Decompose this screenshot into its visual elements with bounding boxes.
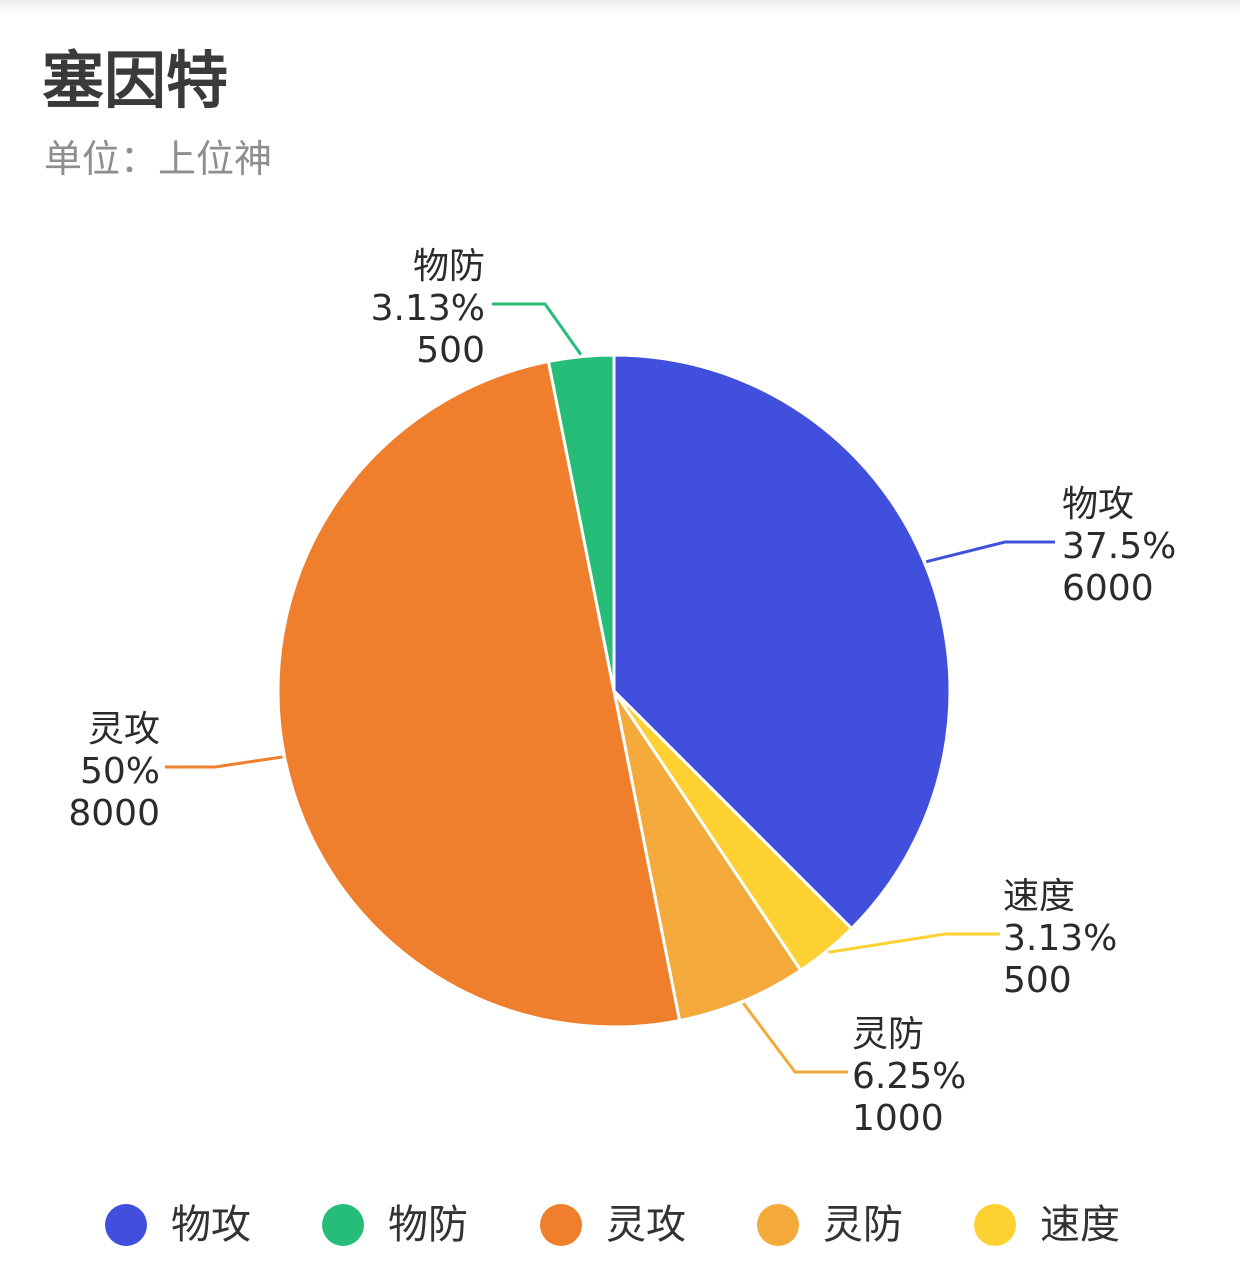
- slice-label-value-1: 6000: [1062, 568, 1154, 609]
- legend-label-3: 灵攻: [606, 1202, 686, 1248]
- slice-label-percent-4: 50%: [80, 751, 160, 792]
- legend: 物攻 物防 灵攻 灵防 速度: [0, 1195, 1240, 1255]
- pie-slice-4[interactable]: [278, 361, 680, 1027]
- slice-label-percent-3: 6.25%: [852, 1056, 966, 1097]
- pie-slice-1[interactable]: [612, 353, 952, 931]
- leader-line-slice-5: [492, 302, 583, 356]
- legend-item-2[interactable]: 物防: [322, 1195, 468, 1255]
- slice-label-value-3: 1000: [852, 1098, 944, 1139]
- slice-label-name-2: 速度: [1003, 876, 1075, 917]
- legend-swatch-3: [540, 1204, 582, 1246]
- slice-label-value-5: 500: [416, 330, 485, 371]
- pie-slice-3[interactable]: [612, 689, 803, 1023]
- leader-lines: [165, 302, 1055, 1074]
- slice-label-value-4: 8000: [68, 793, 160, 834]
- legend-label-2: 物防: [388, 1202, 468, 1248]
- slice-label-name-5: 物防: [413, 246, 485, 287]
- leader-line-slice-2: [828, 932, 1000, 954]
- slice-label-percent-2: 3.13%: [1003, 918, 1117, 959]
- legend-swatch-5: [974, 1204, 1016, 1246]
- legend-item-5[interactable]: 速度: [974, 1195, 1120, 1255]
- slice-label-name-1: 物攻: [1062, 484, 1134, 525]
- slice-labels: 物攻37.5%6000速度3.13%500灵防6.25%1000灵攻50%800…: [68, 246, 1176, 1139]
- pie-slices: [278, 353, 952, 1027]
- legend-item-3[interactable]: 灵攻: [540, 1195, 686, 1255]
- legend-item-1[interactable]: 物攻: [105, 1195, 251, 1255]
- slice-label-name-3: 灵防: [852, 1014, 924, 1055]
- slice-label-value-2: 500: [1003, 960, 1072, 1001]
- slice-label-name-4: 灵攻: [88, 709, 160, 750]
- pie-chart: 物攻37.5%6000速度3.13%500灵防6.25%1000灵攻50%800…: [68, 246, 1176, 1139]
- legend-swatch-1: [105, 1204, 147, 1246]
- pie-slice-5[interactable]: [546, 353, 616, 693]
- leader-line-slice-1: [925, 540, 1055, 564]
- leader-line-slice-3: [742, 1002, 848, 1074]
- chart-title: 塞因特: [42, 44, 229, 117]
- legend-swatch-2: [322, 1204, 364, 1246]
- top-shadow: [0, 0, 1240, 14]
- legend-label-1: 物攻: [171, 1202, 251, 1248]
- slice-label-percent-5: 3.13%: [371, 288, 485, 329]
- legend-item-4[interactable]: 灵防: [757, 1195, 903, 1255]
- legend-label-4: 灵防: [823, 1202, 903, 1248]
- leader-line-slice-4: [165, 755, 283, 769]
- slice-label-percent-1: 37.5%: [1062, 526, 1176, 567]
- legend-label-5: 速度: [1040, 1202, 1120, 1248]
- chart-subtitle: 单位：上位神: [44, 137, 273, 181]
- legend-swatch-4: [757, 1204, 799, 1246]
